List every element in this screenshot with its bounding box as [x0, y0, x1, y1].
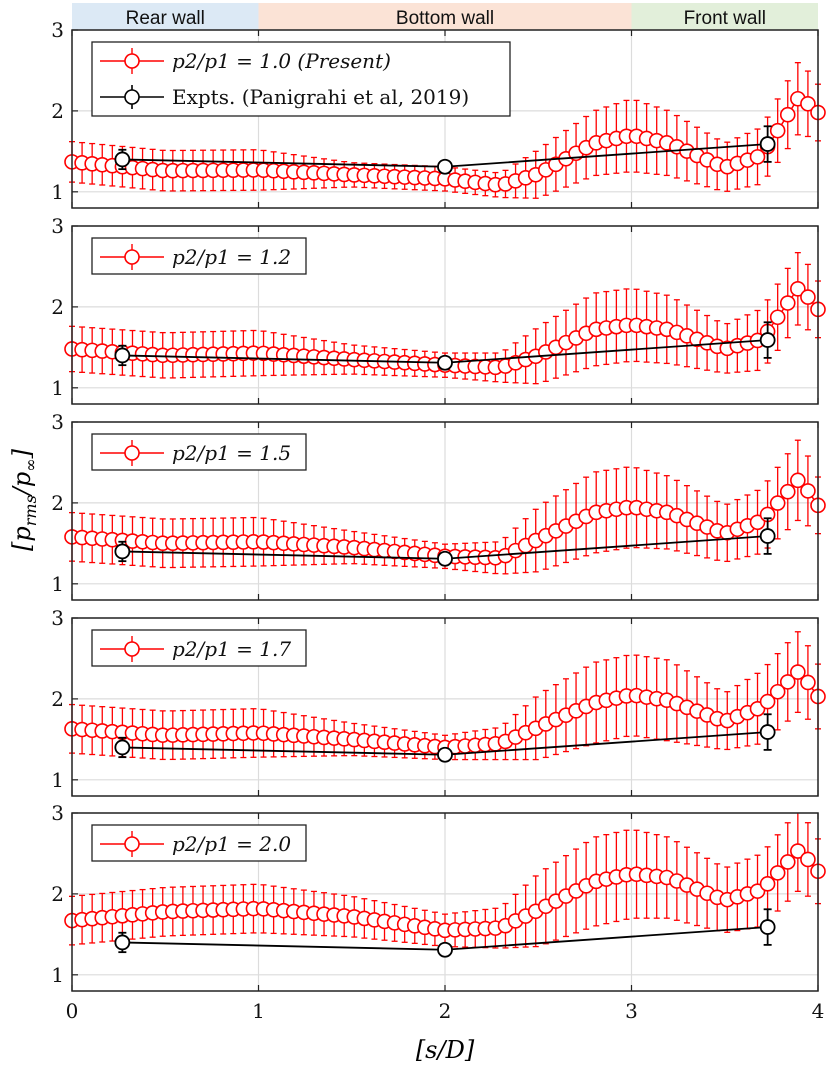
data-point-experiment: [114, 347, 131, 364]
data-point-experiment: [437, 941, 453, 958]
legend-marker-present: [124, 445, 140, 461]
region-label-2: Front wall: [684, 8, 766, 29]
chart-panels: 1 2 3 p2/p1 = 1.0 (Present) Expts. (Panigrah…: [51, 18, 826, 992]
data-point-present: [779, 854, 796, 870]
region-label-1: Bottom wall: [396, 8, 494, 29]
data-point-experiment: [759, 136, 776, 152]
data-point-present: [790, 472, 806, 489]
y-tick-label: 2: [51, 99, 64, 123]
data-point-present: [759, 693, 776, 710]
data-point-experiment: [437, 158, 453, 175]
x-axis-label: [s/D]: [416, 1036, 475, 1064]
legend-label-experiment: Expts. (Panigrahi et al, 2019): [172, 85, 469, 109]
x-axis: 0 1 2 3 4: [66, 999, 825, 1023]
panel-3: 1 2 3 p2/p1 = 1.7: [51, 606, 826, 797]
legend-marker-present: [124, 249, 140, 265]
data-point-present: [759, 876, 776, 892]
legend-label-present: p2/p1 = 2.0: [172, 832, 291, 856]
y-tick-label: 3: [51, 214, 64, 238]
legend-marker-present: [124, 836, 140, 852]
data-point-present: [769, 122, 786, 139]
data-point-experiment: [114, 739, 131, 756]
legend-box: [91, 41, 511, 117]
y-tick-label: 3: [51, 18, 64, 42]
data-point-experiment: [437, 354, 453, 371]
legend: p2/p1 = 1.0 (Present) Expts. (Panigrahi e…: [91, 41, 511, 117]
data-point-experiment: [114, 151, 131, 168]
legend-marker-present: [124, 53, 140, 69]
data-point-experiment: [759, 528, 776, 544]
legend: p2/p1 = 1.2: [91, 237, 307, 275]
y-tick-label: 3: [51, 410, 64, 434]
panel-0: 1 2 3 p2/p1 = 1.0 (Present) Expts. (Panigrah…: [51, 18, 826, 209]
data-point-present: [769, 495, 786, 511]
legend-label-present: p2/p1 = 1.5: [172, 441, 291, 465]
data-point-present: [800, 289, 816, 305]
y-tick-label: 3: [51, 606, 64, 630]
data-point-experiment: [759, 332, 776, 348]
y-tick-label: 1: [51, 180, 64, 204]
legend: p2/p1 = 1.5: [91, 433, 307, 471]
x-tick-label: 0: [66, 999, 79, 1023]
data-point-experiment: [759, 919, 776, 935]
y-tick-label: 1: [51, 572, 64, 596]
data-point-present: [769, 865, 786, 881]
legend-label-present: p2/p1 = 1.2: [172, 245, 291, 269]
y-tick-label: 2: [51, 687, 64, 711]
y-tick-label: 1: [51, 963, 64, 987]
data-point-experiment: [437, 746, 453, 763]
data-point-present: [779, 106, 796, 123]
legend-marker-present: [124, 641, 140, 657]
legend-label-present: p2/p1 = 1.0 (Present): [172, 49, 391, 73]
data-point-present: [769, 683, 786, 700]
region-label-0: Rear wall: [126, 8, 205, 29]
region-band-2: [631, 3, 818, 30]
data-point-experiment: [114, 543, 131, 560]
y-tick-label: 1: [51, 768, 64, 792]
data-point-experiment: [759, 724, 776, 740]
data-point-present: [749, 149, 766, 165]
data-point-present: [790, 281, 806, 297]
data-point-experiment: [114, 934, 131, 951]
data-point-present: [800, 483, 816, 499]
region-band-1: [258, 3, 632, 30]
data-point-present: [800, 95, 816, 112]
panel-2: 1 2 3 p2/p1 = 1.5: [51, 410, 826, 601]
data-point-present: [800, 674, 816, 691]
data-point-present: [749, 514, 766, 531]
data-point-present: [779, 483, 796, 500]
y-tick-label: 2: [51, 882, 64, 906]
legend-marker-experiment: [124, 89, 140, 105]
data-point-present: [790, 664, 806, 680]
data-point-present: [769, 309, 786, 326]
region-band-0: [72, 3, 259, 30]
y-tick-label: 2: [51, 491, 64, 515]
data-point-experiment: [437, 550, 453, 567]
panel-1: 1 2 3 p2/p1 = 1.2: [51, 214, 826, 405]
legend: p2/p1 = 1.7: [91, 629, 307, 667]
panel-4: 1 2 3 p2/p1 = 2.0: [51, 801, 826, 992]
data-point-present: [800, 851, 816, 868]
y-tick-label: 1: [51, 376, 64, 400]
data-point-present: [779, 674, 796, 690]
legend: p2/p1 = 2.0: [91, 824, 307, 862]
wall-region-bands: Rear wall Bottom wall Front wall: [72, 3, 818, 30]
x-tick-label: 1: [252, 999, 265, 1023]
x-tick-label: 2: [439, 999, 452, 1023]
y-tick-label: 2: [51, 295, 64, 319]
y-axis-label: [prms/p∞]: [8, 448, 40, 551]
legend-label-present: p2/p1 = 1.7: [172, 637, 291, 661]
y-tick-label: 3: [51, 801, 64, 825]
x-tick-label: 3: [625, 999, 638, 1023]
x-tick-label: 4: [812, 999, 825, 1023]
data-point-present: [779, 295, 796, 311]
data-point-present: [790, 843, 806, 859]
